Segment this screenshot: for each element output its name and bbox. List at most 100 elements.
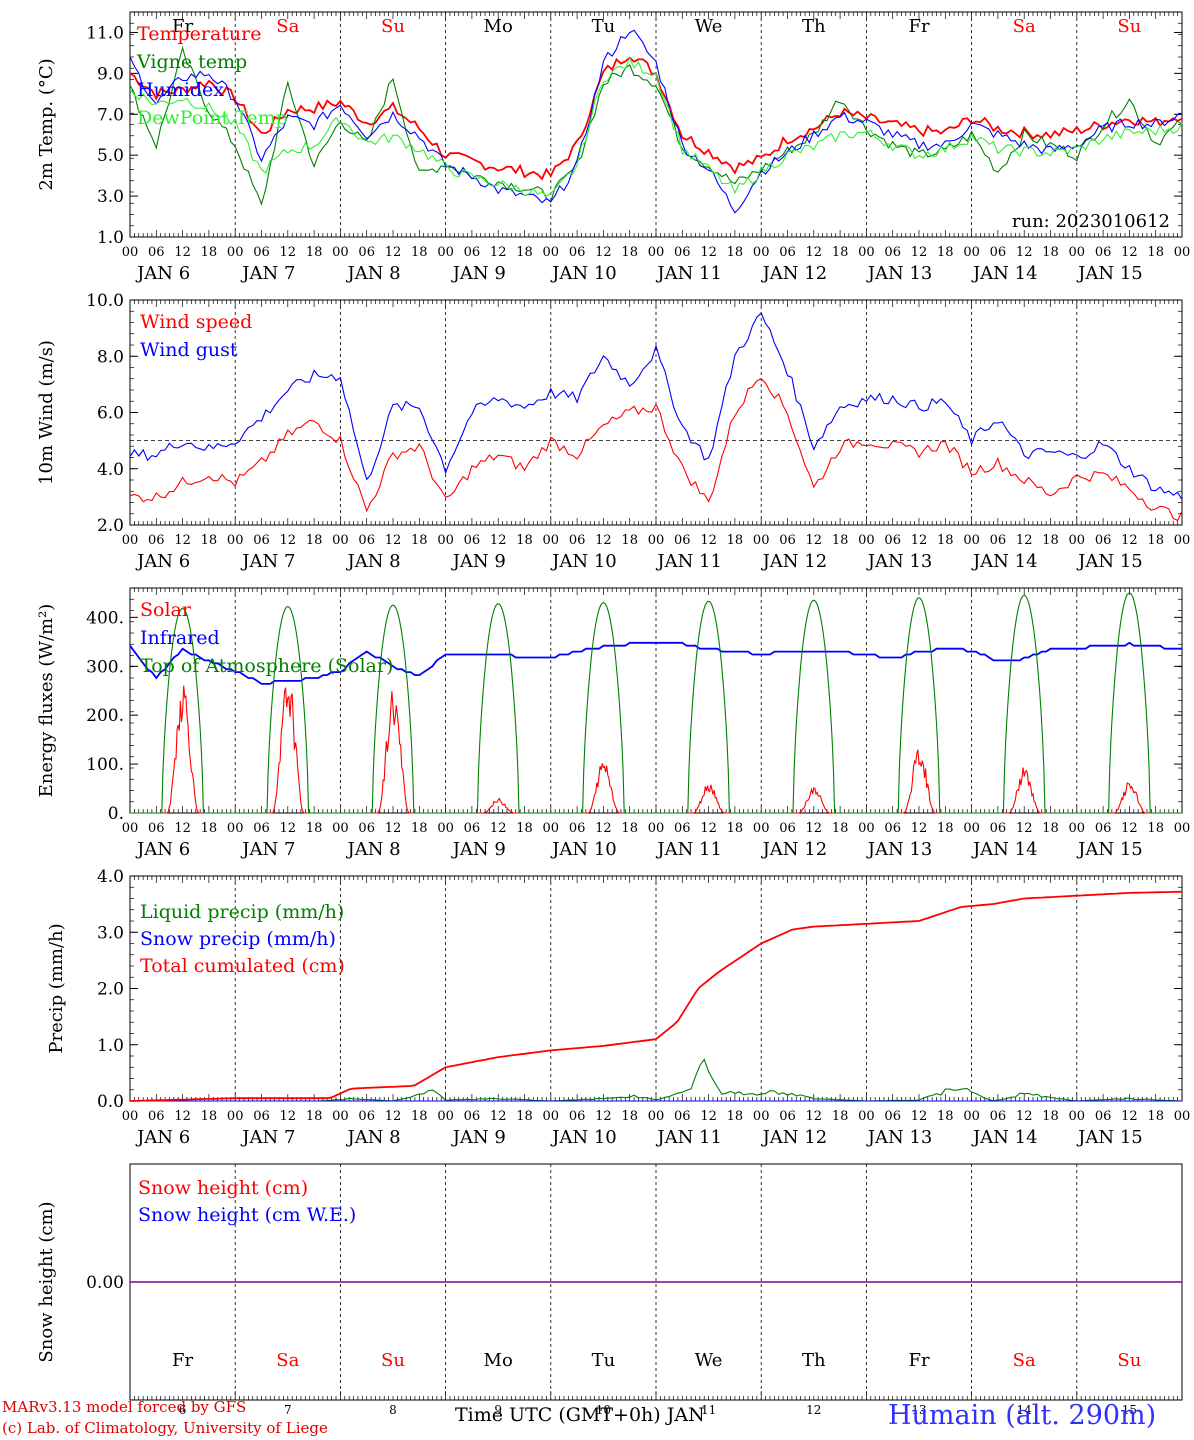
y-tick-label: 0.0 xyxy=(97,1092,124,1112)
hour-label: 06 xyxy=(884,245,901,260)
hour-label: 06 xyxy=(358,533,375,548)
hour-label: 12 xyxy=(911,245,928,260)
date-label: JAN 15 xyxy=(1076,551,1143,572)
hour-label: 12 xyxy=(806,821,823,836)
date-label: JAN 11 xyxy=(655,839,722,860)
date-label: JAN 8 xyxy=(345,263,400,284)
y-tick-label: 100. xyxy=(86,755,124,775)
hour-label: 18 xyxy=(201,245,218,260)
hour-label: 18 xyxy=(411,533,428,548)
date-label: JAN 14 xyxy=(971,1127,1038,1148)
date-label: JAN 10 xyxy=(550,551,617,572)
weekday-label: Sa xyxy=(276,16,299,37)
date-label: JAN 6 xyxy=(135,1127,190,1148)
hour-label: 00 xyxy=(543,245,560,260)
y-axis-title: 10m Wind (m/s) xyxy=(36,340,57,485)
series-line-wind-gust xyxy=(129,312,1183,500)
hour-label: 00 xyxy=(648,533,665,548)
date-label: JAN 7 xyxy=(240,263,295,284)
hour-label: 12 xyxy=(1016,821,1033,836)
weekday-label: Fr xyxy=(908,16,929,37)
hour-label: 00 xyxy=(437,1109,454,1124)
hour-label: 18 xyxy=(1042,821,1059,836)
hour-label: 00 xyxy=(963,245,980,260)
legend-entry: Snow height (cm W.E.) xyxy=(138,1204,356,1226)
hour-label: 12 xyxy=(1016,533,1033,548)
hour-label: 18 xyxy=(201,1109,218,1124)
date-label: JAN 9 xyxy=(451,839,506,860)
y-tick-label: 0. xyxy=(108,804,124,824)
hour-label: 18 xyxy=(1042,245,1059,260)
hour-label: 12 xyxy=(806,1109,823,1124)
date-label: JAN 6 xyxy=(135,839,190,860)
date-label: JAN 13 xyxy=(866,551,933,572)
hour-label: 06 xyxy=(148,1109,165,1124)
hour-label: 12 xyxy=(911,533,928,548)
hour-ticks xyxy=(129,300,1183,525)
day-number: 12 xyxy=(806,1403,821,1417)
y-tick-label: 2.0 xyxy=(97,516,124,536)
hour-label: 00 xyxy=(543,821,560,836)
legend-entry: Snow precip (mm/h) xyxy=(140,928,336,950)
hour-label: 12 xyxy=(700,533,717,548)
hour-label: 00 xyxy=(332,533,349,548)
legend-entry: Infrared xyxy=(140,627,220,649)
hour-label: 12 xyxy=(700,1109,717,1124)
date-label: JAN 15 xyxy=(1076,263,1143,284)
hour-label: 00 xyxy=(963,533,980,548)
hour-label: 06 xyxy=(464,1109,481,1124)
date-label: JAN 8 xyxy=(345,1127,400,1148)
date-label: JAN 6 xyxy=(135,263,190,284)
weekday-label: Fr xyxy=(172,16,193,37)
hour-label: 00 xyxy=(1069,533,1086,548)
date-label: JAN 13 xyxy=(866,1127,933,1148)
hour-label: 12 xyxy=(280,533,297,548)
hour-label: 12 xyxy=(1121,821,1138,836)
panel-3: 0. 100. 200. 300. 400. Energy fluxes (W/m²) 00… xyxy=(36,587,1191,860)
hour-label: 00 xyxy=(332,1109,349,1124)
day-number: 14 xyxy=(1017,1403,1033,1417)
hour-label: 12 xyxy=(490,245,507,260)
date-label: JAN 12 xyxy=(761,839,828,860)
y-axis-title: 2m Temp. (°C) xyxy=(36,58,57,190)
legend-entry: Snow height (cm) xyxy=(138,1177,308,1199)
hour-label: 12 xyxy=(700,821,717,836)
hour-label: 12 xyxy=(174,1109,191,1124)
hour-label: 00 xyxy=(1174,821,1191,836)
hour-label: 06 xyxy=(884,1109,901,1124)
hour-label: 18 xyxy=(832,821,849,836)
date-label: JAN 9 xyxy=(451,551,506,572)
panel-1: 1.0 3.0 5.0 7.0 9.0 11.0 2m Temp. (°C) Fr Sa Su Mo… xyxy=(36,11,1190,284)
hour-label: 00 xyxy=(543,533,560,548)
y-tick-label: 6.0 xyxy=(97,404,124,424)
y-tick-label: 8.0 xyxy=(97,347,124,367)
hour-label: 00 xyxy=(1069,1109,1086,1124)
day-number: 8 xyxy=(389,1403,397,1417)
hour-label: 06 xyxy=(148,821,165,836)
hour-label: 06 xyxy=(1095,245,1112,260)
hour-label: 00 xyxy=(227,245,244,260)
y-tick-label: 2.0 xyxy=(97,980,124,1000)
hour-label: 12 xyxy=(595,533,612,548)
weekday-label: Tu xyxy=(592,16,616,37)
hour-label: 06 xyxy=(1095,821,1112,836)
hour-label: 18 xyxy=(937,821,954,836)
hour-label: 18 xyxy=(411,1109,428,1124)
y-axis-title: Energy fluxes (W/m²) xyxy=(36,604,57,798)
hour-label: 00 xyxy=(963,1109,980,1124)
hour-label: 00 xyxy=(437,245,454,260)
hour-label: 06 xyxy=(779,533,796,548)
hour-label: 18 xyxy=(727,245,744,260)
series-line-humidex xyxy=(129,29,1183,214)
hour-label: 06 xyxy=(990,821,1007,836)
date-label: JAN 14 xyxy=(971,263,1038,284)
hour-label: 18 xyxy=(201,821,218,836)
hour-label: 06 xyxy=(674,533,691,548)
series-line-dewpoint-temp xyxy=(129,56,1183,197)
panel-2: 2.0 4.0 6.0 8.0 10.0 10m Wind (m/s) 00 06 12 18 JA… xyxy=(36,291,1190,572)
hour-label: 18 xyxy=(1147,821,1164,836)
series-line-top-of-atmosphere-solar xyxy=(130,592,1182,814)
date-label: JAN 7 xyxy=(240,551,295,572)
hour-label: 00 xyxy=(122,245,139,260)
